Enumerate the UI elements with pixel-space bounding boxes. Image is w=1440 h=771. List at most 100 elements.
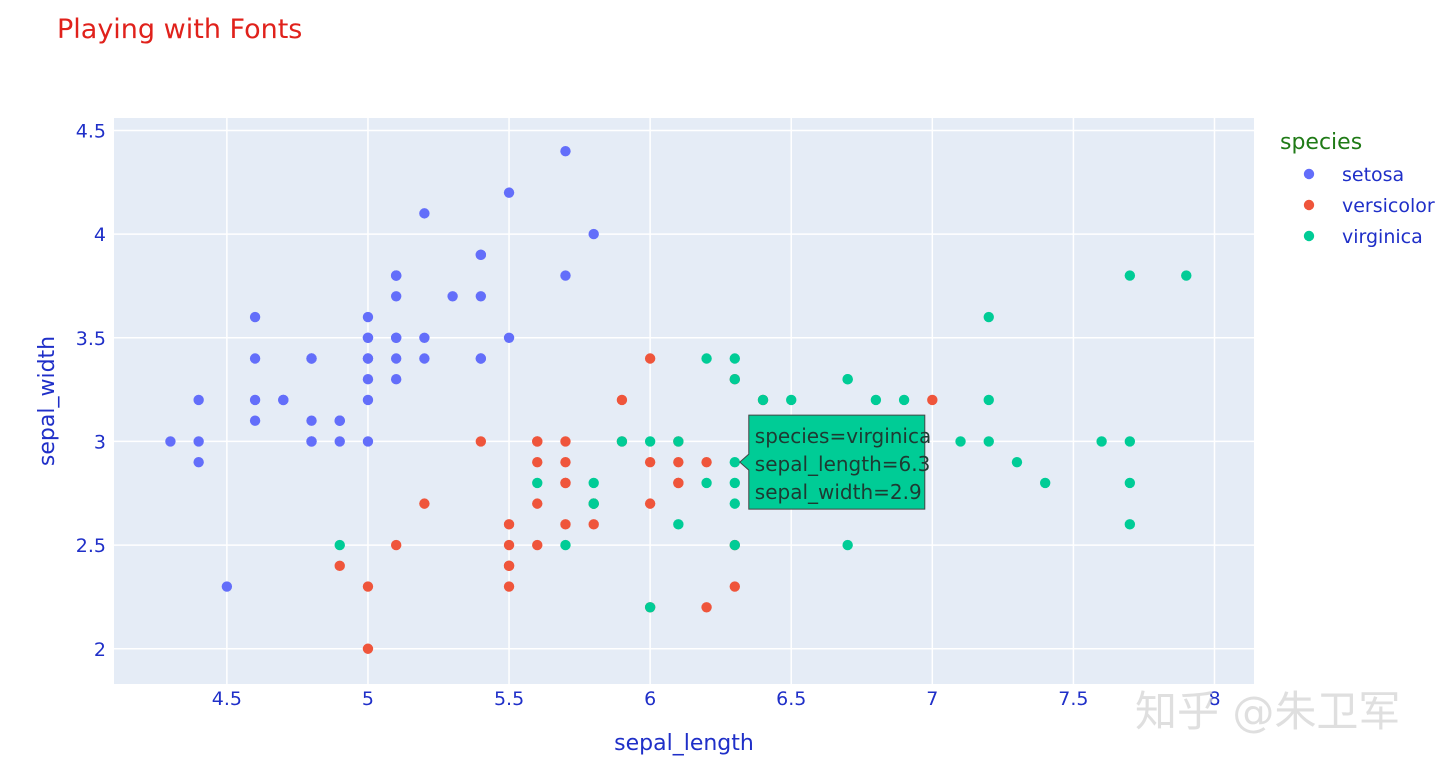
series-setosa [165, 145, 599, 592]
data-point-setosa [475, 353, 487, 364]
data-point-virginica [757, 394, 769, 406]
data-point-versicolor [644, 456, 656, 468]
data-point-virginica [588, 477, 599, 489]
data-point-virginica [673, 519, 684, 530]
data-point-versicolor [475, 436, 487, 447]
data-point-setosa [193, 456, 204, 468]
data-point-virginica [1124, 519, 1136, 530]
data-point-setosa [334, 415, 345, 426]
data-point-virginica [1124, 270, 1136, 281]
data-point-setosa [419, 353, 430, 364]
data-point-virginica [588, 498, 599, 509]
data-point-virginica [644, 602, 656, 613]
data-point-versicolor [560, 477, 571, 489]
data-point-setosa [362, 353, 374, 364]
data-point-virginica [673, 436, 684, 447]
data-point-versicolor [532, 539, 543, 551]
data-point-setosa [560, 145, 571, 157]
data-point-setosa [362, 311, 374, 323]
data-point-virginica [701, 477, 712, 489]
data-point-virginica [560, 539, 571, 551]
data-point-setosa [193, 394, 204, 406]
data-point-setosa [362, 374, 374, 385]
data-point-versicolor [701, 602, 712, 613]
y-tick-label: 3 [94, 431, 106, 453]
hover-line: sepal_width=2.9 [755, 480, 922, 504]
data-point-setosa [249, 311, 261, 323]
data-point-setosa [249, 415, 261, 426]
data-point-virginica [870, 394, 882, 406]
x-tick-label: 7 [926, 688, 938, 710]
data-point-setosa [249, 353, 261, 364]
data-point-virginica [842, 539, 853, 551]
y-tick-label: 4 [94, 224, 106, 246]
legend-marker-versicolor [1303, 199, 1315, 211]
legend-label-virginica: virginica [1342, 226, 1423, 248]
data-point-virginica [729, 353, 740, 364]
data-point-setosa [560, 270, 571, 281]
data-point-virginica [616, 436, 628, 447]
data-point-versicolor [701, 456, 712, 468]
data-point-setosa [362, 436, 374, 447]
plot-area[interactable] [114, 118, 1254, 684]
data-point-versicolor [644, 353, 656, 364]
data-point-virginica [532, 477, 543, 489]
data-point-setosa [503, 187, 515, 198]
legend-label-setosa: setosa [1342, 164, 1404, 186]
data-point-versicolor [503, 539, 515, 551]
data-point-virginica [955, 436, 966, 447]
watermark: 知乎 @朱卫军 [1135, 687, 1400, 736]
data-point-virginica [701, 353, 712, 364]
x-tick-label: 8 [1208, 688, 1220, 710]
data-point-setosa [362, 394, 374, 406]
hover-tooltip: species=virginica sepal_length=6.3 sepal_w… [739, 414, 931, 510]
legend-label-versicolor: versicolor [1342, 195, 1435, 217]
data-point-setosa [249, 394, 261, 406]
data-point-virginica [786, 394, 797, 406]
data-point-versicolor [503, 519, 515, 530]
x-tick-label: 5 [362, 688, 374, 710]
data-point-setosa [475, 249, 487, 261]
data-point-versicolor [729, 581, 740, 592]
data-point-virginica [1181, 270, 1192, 281]
x-axis-title: sepal_length [614, 731, 754, 756]
x-tick-label: 7.5 [1058, 688, 1088, 710]
data-point-setosa [390, 291, 402, 302]
data-point-versicolor [532, 456, 543, 468]
x-tick-label: 6.5 [776, 688, 806, 710]
data-point-virginica [983, 311, 994, 323]
data-point-versicolor [362, 643, 374, 654]
data-point-virginica [1011, 456, 1023, 468]
y-tick-label: 2 [94, 639, 106, 661]
data-point-virginica [1124, 436, 1136, 447]
data-point-virginica [729, 374, 740, 385]
data-point-virginica [729, 539, 740, 551]
data-point-versicolor [616, 394, 628, 406]
data-point-virginica [1124, 477, 1136, 489]
data-point-setosa [390, 332, 402, 343]
data-point-setosa [588, 228, 599, 240]
data-point-setosa [503, 332, 515, 343]
data-point-setosa [390, 374, 402, 385]
legend: species setosa versicolor virginica [1280, 130, 1435, 248]
x-tick-labels: 4.5 5 5.5 6 6.5 7 7.5 8 [212, 688, 1221, 710]
x-tick-label: 6 [644, 688, 656, 710]
y-tick-label: 3.5 [76, 328, 106, 350]
data-point-versicolor [588, 519, 599, 530]
x-tick-label: 4.5 [212, 688, 242, 710]
data-point-versicolor [503, 581, 515, 592]
gridlines [114, 118, 1254, 684]
data-point-versicolor [503, 560, 515, 572]
y-axis-title: sepal_width [35, 336, 60, 466]
data-point-virginica [729, 456, 740, 468]
data-point-setosa [419, 208, 430, 219]
data-point-setosa [419, 332, 430, 343]
legend-title: species [1280, 130, 1362, 155]
data-point-setosa [475, 291, 487, 302]
hover-line: sepal_length=6.3 [755, 452, 931, 476]
data-point-virginica [983, 394, 994, 406]
chart-title: Playing with Fonts [57, 14, 302, 45]
data-point-versicolor [560, 519, 571, 530]
data-point-virginica [334, 539, 345, 551]
data-point-versicolor [334, 560, 345, 572]
